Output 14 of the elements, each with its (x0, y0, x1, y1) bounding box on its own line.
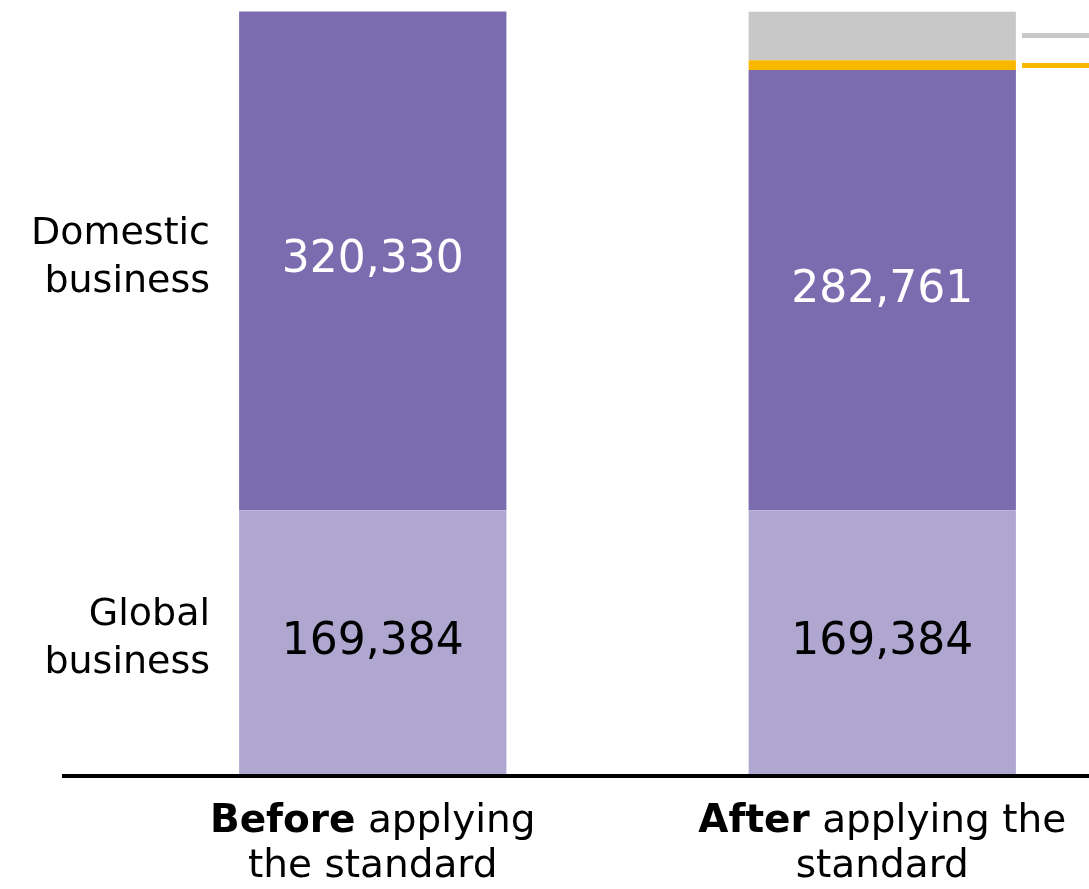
data-label: 169,384 (791, 612, 974, 664)
bar (239, 510, 507, 774)
data-label: 320,330 (281, 231, 464, 283)
data-label: 169,384 (281, 612, 464, 664)
bar (239, 11, 507, 511)
series-label: Domestic business (29, 207, 210, 303)
x-tick-label: Before applying the standard (208, 796, 537, 886)
bar (748, 69, 1016, 511)
x-tick-label: After applying the standard (697, 796, 1068, 886)
bar (748, 11, 1016, 61)
data-label: 282,761 (791, 260, 974, 312)
bar (748, 60, 1016, 70)
series-label: Global business (43, 589, 210, 685)
bar (748, 510, 1016, 774)
